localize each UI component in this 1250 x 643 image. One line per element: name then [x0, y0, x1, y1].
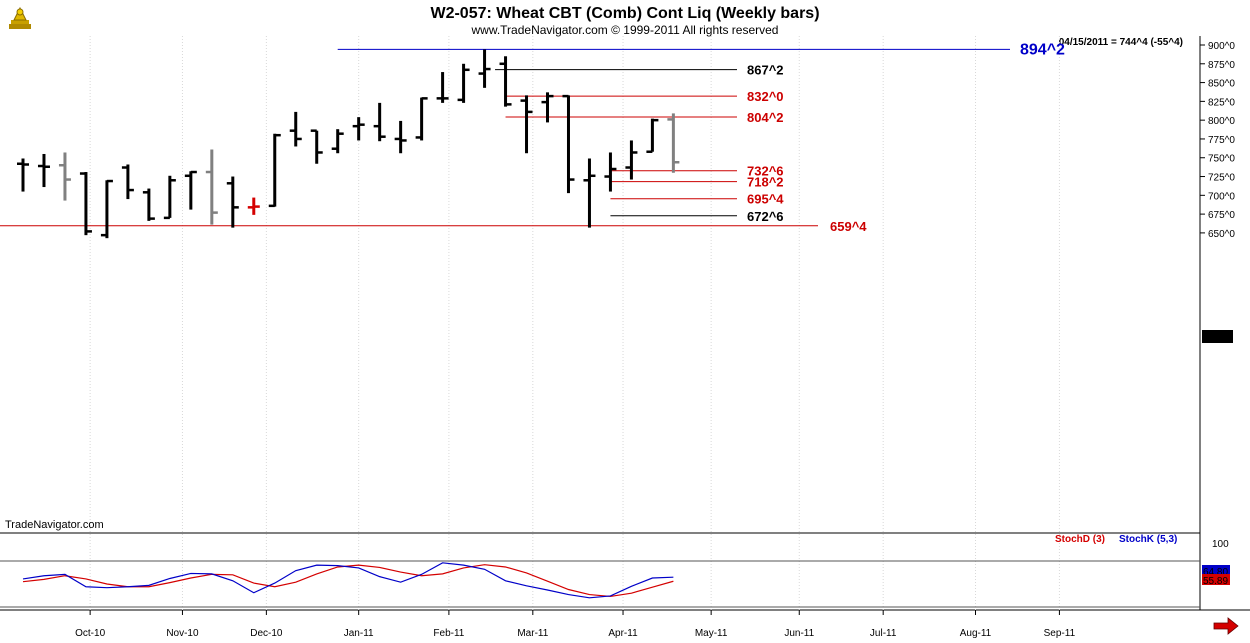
ohlc-bar — [541, 92, 554, 123]
ohlc-bar — [100, 179, 113, 239]
price-tick-label: 750^0 — [1208, 154, 1235, 165]
stochk-line — [22, 562, 674, 599]
quote-readout: 04/15/2011 = 744^4 (-55^4) — [1059, 37, 1183, 48]
next-arrow-icon[interactable] — [1213, 617, 1239, 635]
ohlc-bar — [562, 94, 575, 194]
ohlc-bar — [37, 153, 50, 188]
ohlc-bar — [457, 63, 470, 103]
stochd-legend: StochD (3) — [1055, 534, 1105, 545]
last-price-tag: 744^4 — [1204, 332, 1231, 343]
price-tick-label: 825^0 — [1208, 97, 1235, 108]
ohlc-bar — [142, 188, 155, 221]
ohlc-bar — [394, 120, 407, 154]
price-axis: 900^0 875^0 850^0 825^0 800^0 775^0 750^0 725^0… — [1200, 41, 1235, 240]
ohlc-bar — [226, 176, 239, 228]
month-label: Jan-11 — [344, 628, 374, 639]
month-label: Mar-11 — [517, 628, 548, 639]
level-label: 718^2 — [747, 175, 784, 190]
ohlc-bar — [289, 111, 302, 147]
level-label: 894^2 — [1020, 41, 1065, 58]
ohlc-bar — [268, 133, 281, 208]
last-price-tag-bg — [1202, 330, 1233, 343]
ohlc-bar — [352, 117, 365, 141]
ohlc-bar — [17, 158, 29, 192]
level-label: 695^4 — [747, 192, 784, 207]
month-label: Oct-10 — [75, 628, 105, 639]
price-tick-label: 775^0 — [1208, 135, 1235, 146]
stochd-last-tag-bg — [1202, 574, 1230, 585]
month-label: May-11 — [695, 628, 728, 639]
ohlc-bar — [163, 175, 176, 220]
stochk-last-tag: 64.80 — [1203, 567, 1228, 578]
ohlc-bar — [520, 95, 533, 154]
watermark-text: TradeNavigator.com — [5, 519, 104, 531]
month-label: Nov-10 — [166, 628, 199, 639]
ohlc-bar — [184, 170, 197, 210]
stochk-legend: StochK (5,3) — [1119, 534, 1177, 545]
month-label: Sep-11 — [1044, 628, 1076, 639]
price-tick-label: 875^0 — [1208, 60, 1235, 71]
ohlc-bar — [625, 140, 638, 180]
ohlc-bar — [205, 149, 218, 225]
price-tick-label: 700^0 — [1208, 191, 1235, 202]
ohlc-bar — [373, 102, 386, 142]
level-label: 832^0 — [747, 89, 784, 104]
month-label: Dec-10 — [250, 628, 283, 639]
ohlc-bar — [646, 118, 659, 153]
stochd-last-tag: 55.89 — [1203, 576, 1228, 587]
month-label: Jul-11 — [870, 628, 897, 639]
stochk-last-tag-bg — [1202, 565, 1230, 576]
ohlc-bar — [478, 49, 491, 88]
price-tick-label: 650^0 — [1208, 229, 1235, 240]
ohlc-bar — [247, 197, 260, 215]
ohlc-bar — [121, 164, 134, 200]
chart-title: W2-057: Wheat CBT (Comb) Cont Liq (Weekl… — [430, 5, 819, 22]
price-tick-label: 850^0 — [1208, 79, 1235, 90]
month-label: Apr-11 — [608, 628, 638, 639]
level-label: 732^6 — [747, 164, 784, 179]
level-label: 659^4 — [830, 219, 867, 234]
level-label: 672^6 — [747, 209, 784, 224]
chart-subtitle: www.TradeNavigator.com © 1999-2011 All r… — [471, 23, 779, 37]
ohlc-bar — [667, 113, 680, 173]
price-bars — [17, 49, 680, 239]
price-tick-label: 675^0 — [1208, 210, 1235, 221]
trade-navigator-logo — [9, 6, 31, 29]
level-label: 867^2 — [747, 63, 784, 78]
time-axis: Oct-10 Nov-10 Dec-10 Jan-11 Feb-11 Mar-11 Apr-… — [75, 610, 1076, 639]
price-tick-label: 800^0 — [1208, 116, 1235, 127]
stochastic-panel: 100 StochD (3) StochK (5,3) 64.80 55.89 — [0, 534, 1230, 608]
price-tick-label: 900^0 — [1208, 41, 1235, 52]
ohlc-bar — [58, 152, 71, 201]
stoch-axis-label: 100 — [1212, 539, 1229, 550]
month-label: Feb-11 — [433, 628, 464, 639]
ohlc-bar — [499, 56, 512, 107]
ohlc-bar — [436, 72, 449, 103]
ohlc-bar — [310, 129, 323, 164]
ohlc-bar — [604, 152, 617, 192]
level-label: 804^2 — [747, 110, 784, 125]
ohlc-bar — [79, 172, 92, 236]
ohlc-bar — [583, 158, 596, 228]
month-label: Jun-11 — [784, 628, 814, 639]
ohlc-bar — [331, 129, 344, 154]
month-label: Aug-11 — [960, 628, 992, 639]
ohlc-bar — [415, 97, 428, 141]
price-tick-label: 725^0 — [1208, 173, 1235, 184]
